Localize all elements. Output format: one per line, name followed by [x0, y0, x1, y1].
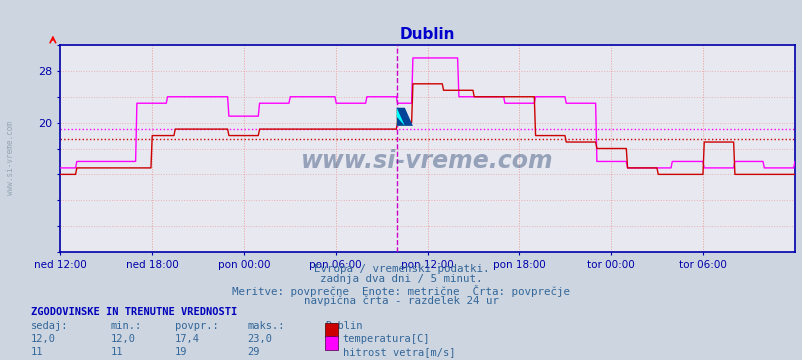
- Text: hitrost vetra[m/s]: hitrost vetra[m/s]: [342, 347, 455, 357]
- Text: 11: 11: [30, 347, 43, 357]
- Text: navpična črta - razdelek 24 ur: navpična črta - razdelek 24 ur: [304, 296, 498, 306]
- Polygon shape: [396, 108, 404, 126]
- Text: zadnja dva dni / 5 minut.: zadnja dva dni / 5 minut.: [320, 274, 482, 284]
- Text: Evropa / vremenski podatki.: Evropa / vremenski podatki.: [314, 264, 488, 274]
- Text: sedaj:: sedaj:: [30, 321, 68, 331]
- Text: www.si-vreme.com: www.si-vreme.com: [301, 149, 553, 173]
- Text: 23,0: 23,0: [247, 334, 272, 344]
- Text: povpr.:: povpr.:: [175, 321, 218, 331]
- Text: ZGODOVINSKE IN TRENUTNE VREDNOSTI: ZGODOVINSKE IN TRENUTNE VREDNOSTI: [30, 307, 237, 317]
- Text: 17,4: 17,4: [175, 334, 200, 344]
- Polygon shape: [396, 108, 404, 126]
- Text: 12,0: 12,0: [30, 334, 55, 344]
- Text: 12,0: 12,0: [111, 334, 136, 344]
- Text: Meritve: povprečne  Enote: metrične  Črta: povprečje: Meritve: povprečne Enote: metrične Črta:…: [233, 285, 569, 297]
- Text: maks.:: maks.:: [247, 321, 285, 331]
- Text: www.si-vreme.com: www.si-vreme.com: [6, 121, 15, 195]
- Text: 29: 29: [247, 347, 260, 357]
- Text: temperatura[C]: temperatura[C]: [342, 334, 430, 344]
- Text: 19: 19: [175, 347, 188, 357]
- Title: Dublin: Dublin: [399, 27, 455, 42]
- Text: 11: 11: [111, 347, 124, 357]
- Text: Dublin: Dublin: [325, 321, 363, 331]
- Polygon shape: [396, 108, 412, 126]
- Text: min.:: min.:: [111, 321, 142, 331]
